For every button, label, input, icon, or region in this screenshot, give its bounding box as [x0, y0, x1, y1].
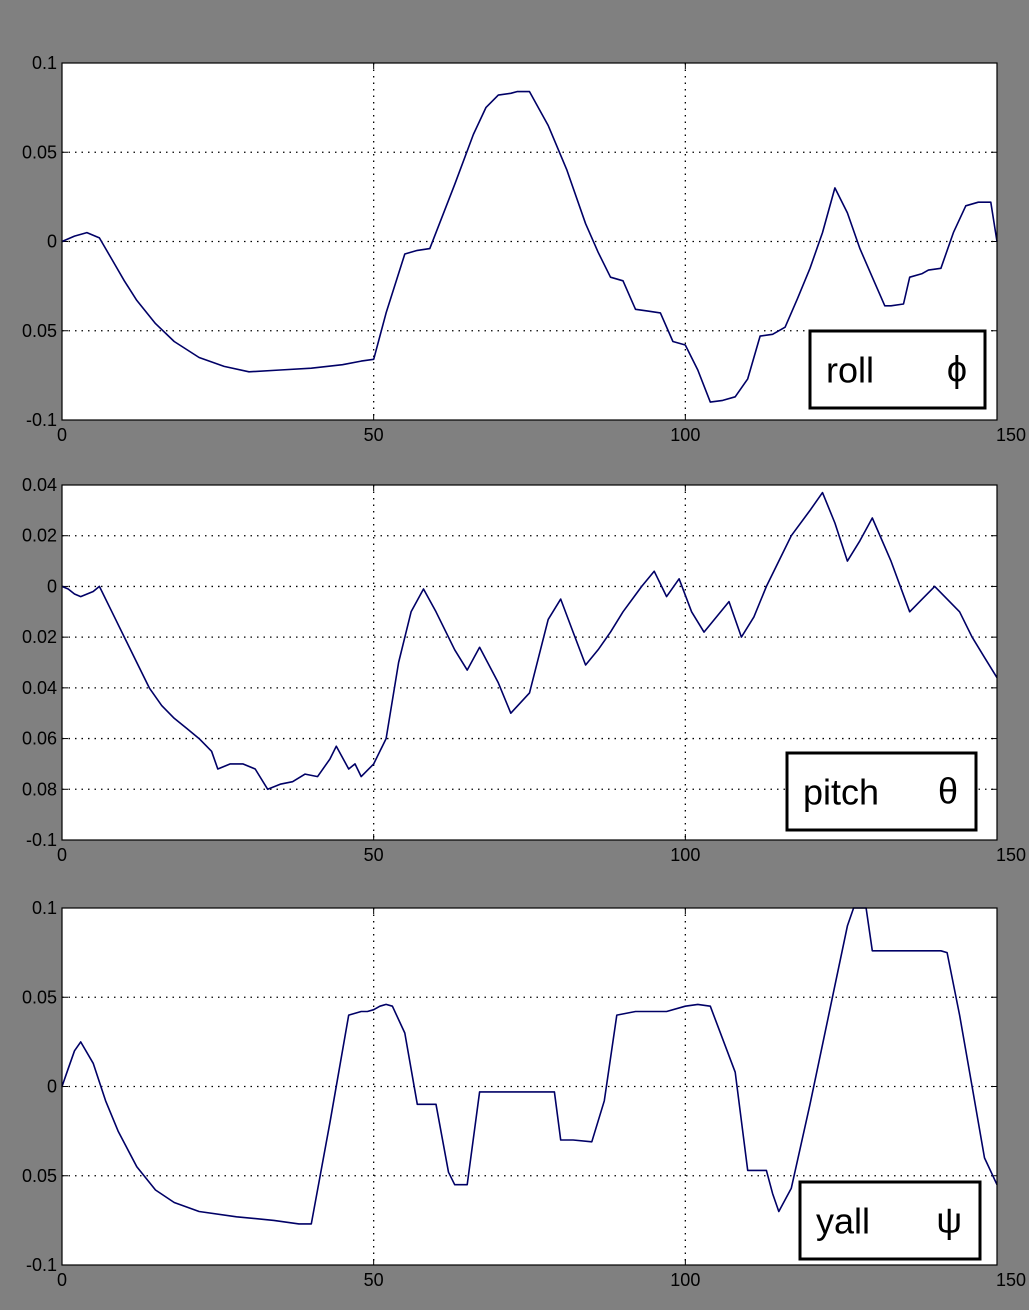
x-tick-label: 50 [364, 1270, 384, 1290]
x-tick-label: 150 [996, 425, 1026, 445]
legend-label: pitch [803, 772, 879, 813]
y-tick-label: 0.05 [22, 142, 57, 162]
x-tick-label: 100 [670, 1270, 700, 1290]
legend-label: roll [826, 350, 874, 391]
y-tick-label: 0.05 [22, 321, 57, 341]
y-tick-label: 0.06 [22, 729, 57, 749]
legend-box [785, 751, 978, 832]
y-tick-label: 0.1 [32, 53, 57, 73]
subplot-3: 0 50 100 150 -0.1 0.05 0 0.05 0.1 yall ψ [22, 898, 1026, 1290]
x-tick-label: 150 [996, 1270, 1026, 1290]
x-tick-label: 50 [364, 425, 384, 445]
y-tick-label: 0.08 [22, 779, 57, 799]
legend-symbol: ψ [936, 1200, 962, 1241]
subplot-1: 0 50 100 150 -0.1 0.05 0 0.05 0.1 roll ϕ [22, 53, 1026, 445]
y-tick-label: 0 [47, 576, 57, 596]
y-tick-label: -0.1 [26, 830, 57, 850]
y-tick-label: 0.05 [22, 987, 57, 1007]
x-tick-label: 0 [57, 845, 67, 865]
y-tick-label: 0.1 [32, 898, 57, 918]
axes-frame [61, 907, 998, 1266]
legend: roll ϕ [808, 329, 987, 410]
x-tick-label: 150 [996, 845, 1026, 865]
y-tick-label: -0.1 [26, 1255, 57, 1275]
x-tick-label: 100 [670, 845, 700, 865]
subplots: 0 50 100 150 -0.1 0.05 0 0.05 0.1 roll ϕ 0 50 100 150 -… [22, 53, 1026, 1290]
legend-symbol: θ [938, 771, 958, 812]
legend-symbol: ϕ [947, 349, 967, 390]
y-tick-label: 0.02 [22, 627, 57, 647]
legend: yall ψ [798, 1180, 982, 1261]
y-tick-label: 0.05 [22, 1166, 57, 1186]
y-tick-label: 0.02 [22, 526, 57, 546]
y-tick-label: 0 [47, 232, 57, 252]
y-tick-label: 0.04 [22, 678, 57, 698]
legend-label: yall [816, 1201, 870, 1242]
subplot-2: 0 50 100 150 -0.1 0.08 0.06 0.04 0.02 0 0.02 0.04 pi… [22, 475, 1026, 865]
x-tick-label: 100 [670, 425, 700, 445]
y-tick-label: -0.1 [26, 410, 57, 430]
axes-frame [61, 62, 998, 421]
series-line-1 [61, 907, 998, 1225]
axes-frame [61, 484, 998, 841]
legend-box [808, 329, 987, 410]
y-tick-label: 0 [47, 1077, 57, 1097]
series-line-1 [61, 90, 998, 403]
legend-box [798, 1180, 982, 1261]
legend: pitch θ [785, 751, 978, 832]
x-tick-label: 50 [364, 845, 384, 865]
y-tick-label: 0.04 [22, 475, 57, 495]
series-line-1 [61, 491, 998, 791]
x-tick-label: 0 [57, 1270, 67, 1290]
x-tick-label: 0 [57, 425, 67, 445]
